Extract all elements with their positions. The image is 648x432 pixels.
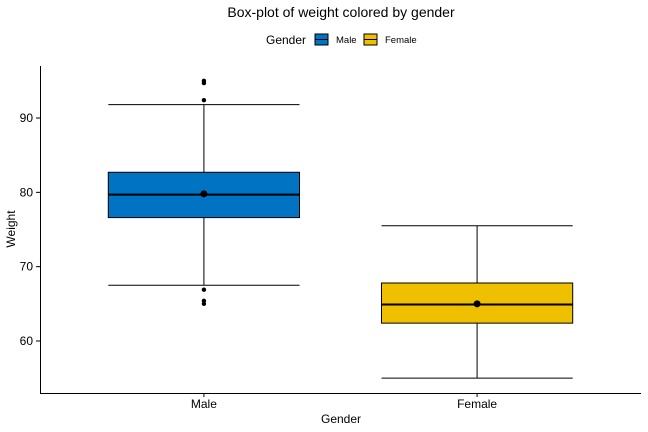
box-group-male — [107, 78, 301, 307]
outlier-point — [201, 287, 207, 292]
y-axis-title: Weight — [4, 210, 18, 248]
plot-area — [107, 78, 574, 379]
y-tick-label: 60 — [20, 334, 34, 348]
outlier-point — [201, 78, 207, 84]
box-group-female — [380, 225, 574, 379]
legend-title: Gender — [266, 33, 306, 47]
x-tick-label: Female — [457, 397, 497, 411]
x-axis-title: Gender — [321, 412, 361, 426]
outlier-point — [201, 298, 207, 304]
y-tick-label: 80 — [20, 185, 34, 199]
axes: 60 70 80 90 Male Female — [20, 66, 641, 411]
x-ticks: Male Female — [191, 393, 497, 411]
legend-label-male: Male — [336, 35, 357, 46]
legend-label-female: Female — [385, 35, 417, 46]
x-tick-label: Male — [191, 397, 217, 411]
y-ticks: 60 70 80 90 — [20, 111, 40, 348]
legend: Gender Male Female — [266, 33, 417, 47]
y-tick-label: 90 — [20, 111, 34, 125]
legend-item-male: Male — [314, 33, 357, 46]
y-tick-label: 70 — [20, 260, 34, 274]
mean-point — [473, 300, 481, 308]
chart-title: Box-plot of weight colored by gender — [227, 4, 455, 20]
outlier-point — [201, 97, 207, 103]
legend-item-female: Female — [363, 33, 417, 46]
mean-point — [200, 190, 208, 198]
